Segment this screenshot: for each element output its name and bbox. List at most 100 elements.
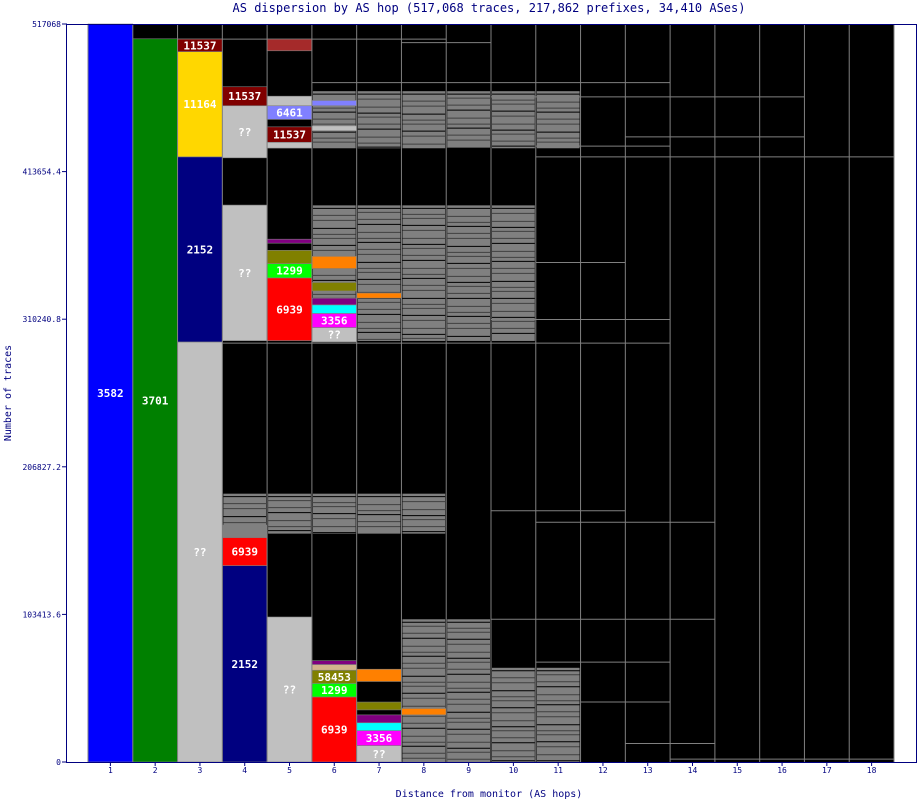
x-tick-label: 2 <box>153 766 158 775</box>
segment-hop-5 <box>266 141 313 149</box>
segment-hop-4 <box>222 204 268 341</box>
plot-area: 3582 3701?? 2152 11164 11537 2152 6939???? 1153… <box>66 23 917 763</box>
segment-hop-5 <box>266 38 313 52</box>
segment-hop-3 <box>177 341 223 763</box>
x-tick-label: 11 <box>553 766 563 775</box>
segment-hop-6 <box>311 282 357 292</box>
segment-label: 2152 <box>231 658 258 671</box>
segment-hop-4 <box>222 105 268 159</box>
gray-band <box>357 205 401 341</box>
segment-hop-6 <box>311 256 357 269</box>
x-tick-label: 8 <box>421 766 426 775</box>
x-tick-label: 14 <box>688 766 698 775</box>
gray-band <box>312 493 356 534</box>
gray-band <box>357 493 401 534</box>
gray-band <box>447 619 490 762</box>
segment-hop-6 <box>311 660 357 665</box>
gray-band-fill <box>402 205 446 341</box>
segment-label: 3701 <box>142 394 169 407</box>
segment-label: ?? <box>238 126 251 139</box>
x-axis-label: Distance from monitor (AS hops) <box>396 789 583 800</box>
segment-label: 3582 <box>97 387 124 400</box>
chart-title: AS dispersion by AS hop (517,068 traces,… <box>233 1 746 15</box>
segment-label: 1299 <box>321 684 348 697</box>
segment-label: 3356 <box>366 732 393 745</box>
segment-label: 6939 <box>231 546 258 559</box>
gray-band <box>402 205 446 341</box>
segment-label: 11537 <box>228 90 261 103</box>
gray-band-fill <box>492 91 535 149</box>
gray-band-fill <box>536 91 580 149</box>
segment-hop-5 <box>266 238 313 244</box>
segment-label: 6461 <box>276 107 303 120</box>
y-tick-label: 103413.6 <box>22 610 61 619</box>
segment-hop-7 <box>356 714 402 724</box>
x-tick-label: 6 <box>332 766 337 775</box>
segment-hop-7 <box>356 701 402 711</box>
y-tick-label: 310240.8 <box>22 315 61 324</box>
segment-hop-5 <box>266 95 313 107</box>
x-axis-ticks: 1 2 3 4 5 6 7 8 9 10 11 12 13 14 15 16 17 18 <box>108 762 877 775</box>
x-tick-label: 16 <box>777 766 787 775</box>
x-tick-label: 10 <box>509 766 519 775</box>
gray-band <box>312 91 356 149</box>
segment-label: 3356 <box>321 314 348 327</box>
x-tick-label: 18 <box>867 766 877 775</box>
segment-hop-6 <box>311 304 357 314</box>
y-axis-label: Number of traces <box>3 345 14 441</box>
segment-hop-2 <box>132 38 178 763</box>
y-tick-label: 517068 <box>32 20 61 29</box>
segment-label: 1299 <box>276 265 303 278</box>
segment-label: 11164 <box>183 98 216 111</box>
x-tick-label: 3 <box>198 766 203 775</box>
gray-band-fill <box>492 667 535 762</box>
segment-hop-5 <box>266 250 313 264</box>
segment-hop-6 <box>311 297 357 306</box>
segment-label: 58453 <box>318 671 351 684</box>
gray-band <box>402 91 446 149</box>
gray-band <box>536 91 580 149</box>
segment-label: ?? <box>328 329 341 342</box>
segment-label: ?? <box>283 683 296 696</box>
segment-hop-4 <box>222 524 268 538</box>
segment-label: 6939 <box>321 723 348 736</box>
gray-band <box>492 91 535 149</box>
gray-band <box>402 493 446 534</box>
segment-hop-7 <box>356 292 402 299</box>
gray-band-fill <box>402 619 446 762</box>
gray-band-fill <box>357 493 401 534</box>
x-tick-label: 17 <box>822 766 832 775</box>
x-tick-label: 12 <box>598 766 608 775</box>
segment-label: 2152 <box>187 243 214 256</box>
x-tick-label: 4 <box>242 766 247 775</box>
segment-label: 11537 <box>273 129 306 142</box>
segment-hop-6 <box>311 125 357 132</box>
y-tick-label: 206827.2 <box>22 463 61 472</box>
gray-band <box>447 205 490 341</box>
x-tick-label: 5 <box>287 766 292 775</box>
segment-hop-6 <box>311 664 357 671</box>
x-tick-label: 7 <box>377 766 382 775</box>
gray-band <box>402 619 446 762</box>
segment-hop-4 <box>222 565 268 763</box>
x-tick-label: 9 <box>466 766 471 775</box>
gray-band <box>536 667 580 762</box>
gray-band-fill <box>312 91 356 149</box>
segment-label: 6939 <box>276 303 303 316</box>
gray-band <box>492 205 535 341</box>
gray-band-fill <box>402 493 446 534</box>
segment-hop-3 <box>177 51 223 158</box>
y-axis-ticks: 0 103413.6 206827.2 310240.8 413654.4 517068 <box>22 20 67 767</box>
x-tick-label: 15 <box>732 766 742 775</box>
y-tick-label: 0 <box>56 758 61 767</box>
gray-band-fill <box>268 493 311 534</box>
segment-label: ?? <box>238 267 251 280</box>
segment-hop-7 <box>356 668 402 682</box>
x-tick-label: 13 <box>643 766 653 775</box>
gray-band-fill <box>357 205 401 341</box>
segment-hop-1 <box>87 23 134 763</box>
gray-band-fill <box>447 205 490 341</box>
gray-band-fill <box>357 91 401 149</box>
y-tick-label: 413654.4 <box>22 168 61 177</box>
